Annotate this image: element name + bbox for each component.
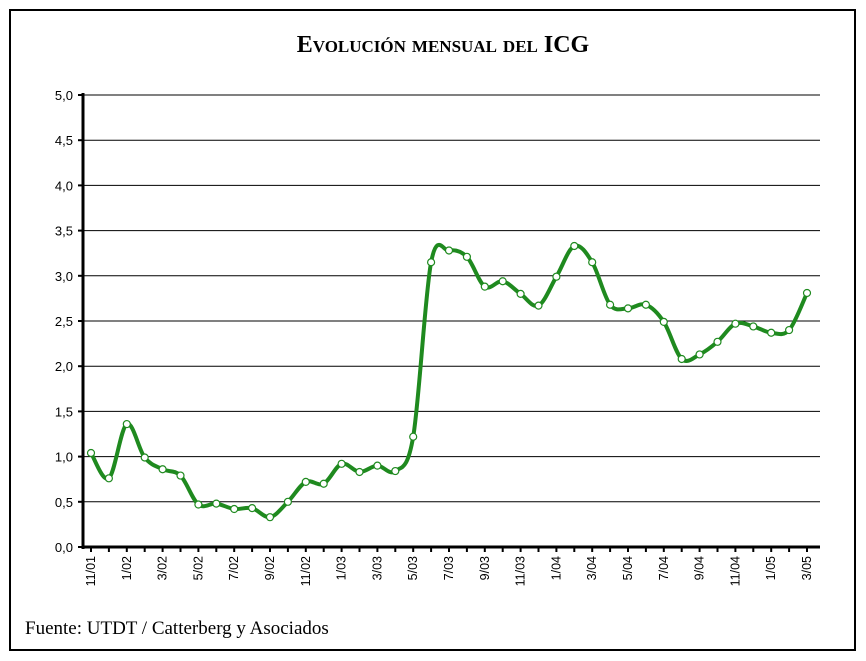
data-point	[176, 471, 185, 480]
data-point	[605, 300, 615, 309]
data-point	[283, 497, 292, 506]
x-tick-label: 5/03	[406, 556, 420, 580]
x-tick-label: 1/05	[764, 556, 778, 580]
x-tick-label: 11/02	[299, 556, 313, 586]
data-point	[409, 432, 418, 441]
x-tick-label: 1/03	[335, 556, 349, 580]
data-point	[122, 419, 131, 429]
y-tick-label: 0,0	[55, 540, 73, 555]
x-tick-label: 9/04	[693, 556, 707, 580]
data-point	[212, 499, 221, 508]
y-tick-label: 4,5	[55, 133, 73, 148]
x-tick-label: 9/03	[478, 556, 492, 580]
y-tick-label: 4,0	[55, 178, 73, 193]
x-tick-label: 3/05	[800, 556, 814, 580]
data-point	[230, 504, 239, 514]
x-tick-label: 1/04	[549, 556, 563, 580]
x-tick-label: 7/02	[227, 556, 241, 580]
data-point	[355, 467, 364, 477]
data-point	[86, 448, 96, 458]
data-point	[462, 252, 471, 261]
data-point	[498, 277, 507, 286]
data-point	[767, 328, 776, 337]
x-tick-label: 3/02	[156, 556, 170, 580]
data-point	[516, 289, 525, 298]
data-point	[427, 258, 436, 267]
data-point	[784, 325, 794, 335]
data-point	[677, 354, 686, 364]
x-tick-label: 11/03	[514, 556, 528, 586]
frame	[9, 9, 856, 651]
data-point	[301, 477, 310, 487]
data-point	[731, 319, 740, 328]
data-point	[373, 461, 382, 470]
data-point	[248, 504, 257, 513]
y-tick-label: 0,5	[55, 495, 73, 510]
x-tick-label: 5/02	[191, 556, 205, 580]
data-point	[570, 241, 579, 251]
data-point	[534, 301, 543, 310]
x-tick-label: 1/02	[120, 556, 134, 580]
data-point	[695, 350, 704, 359]
x-tick-label: 3/04	[585, 556, 599, 580]
data-point	[623, 304, 633, 313]
y-tick-label: 2,5	[55, 314, 73, 329]
y-tick-label: 3,5	[55, 224, 73, 239]
data-point	[802, 288, 812, 298]
data-point	[588, 258, 597, 267]
source-note: Fuente: UTDT / Catterberg y Asociados	[25, 618, 329, 639]
data-point	[480, 282, 489, 291]
y-tick-label: 1,0	[55, 450, 73, 465]
x-tick-label: 9/02	[263, 556, 277, 580]
data-point	[641, 300, 651, 309]
x-tick-label: 11/01	[84, 556, 98, 586]
y-tick-label: 5,0	[55, 88, 73, 103]
x-tick-label: 3/03	[370, 556, 384, 580]
data-point	[104, 474, 114, 483]
data-point	[444, 246, 454, 255]
chart-title: Evolución mensual del ICG	[297, 32, 590, 58]
y-tick-label: 3,0	[55, 269, 73, 284]
data-point	[319, 479, 328, 488]
data-point	[391, 466, 400, 476]
data-point	[749, 322, 758, 331]
x-tick-label: 11/04	[728, 556, 742, 586]
data-point	[158, 465, 167, 474]
x-tick-label: 7/03	[442, 556, 456, 580]
data-point	[140, 453, 149, 462]
x-tick-label: 7/04	[657, 556, 671, 580]
data-point	[337, 459, 346, 468]
data-point	[265, 513, 275, 522]
data-point	[194, 500, 203, 509]
y-tick-label: 1,5	[55, 404, 73, 419]
y-tick-label: 2,0	[55, 359, 73, 374]
data-point	[552, 272, 561, 281]
data-point	[659, 317, 668, 327]
x-tick-label: 5/04	[621, 556, 635, 580]
data-point	[713, 337, 722, 346]
